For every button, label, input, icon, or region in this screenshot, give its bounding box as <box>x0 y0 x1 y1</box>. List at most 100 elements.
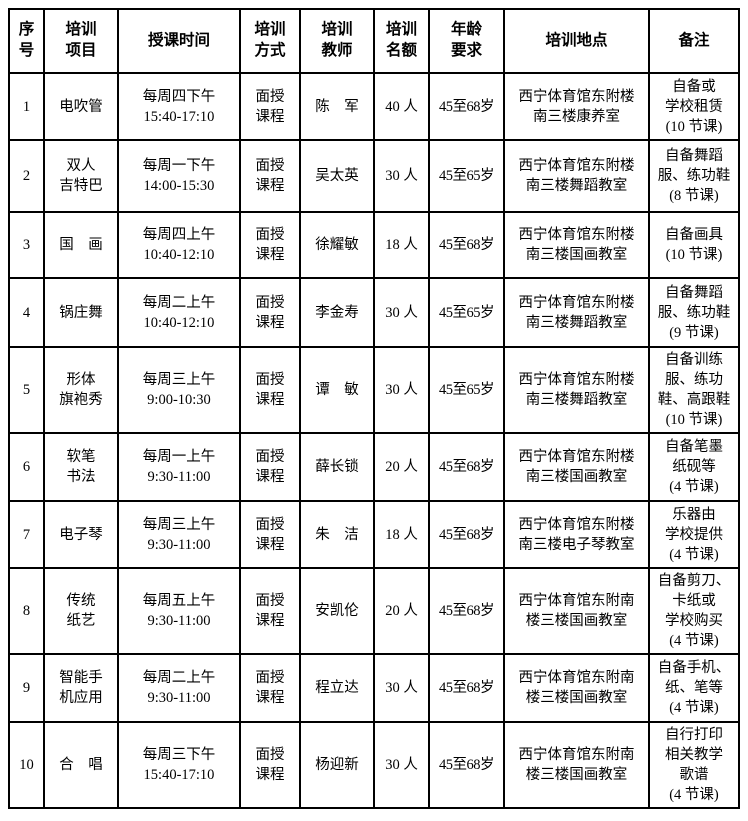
cell-project: 智能手 机应用 <box>43 653 119 723</box>
header-teacher: 培训 教师 <box>299 8 375 74</box>
cell-remark: 自备手机、 纸、笔等 (4 节课) <box>648 653 740 723</box>
cell-serial: 3 <box>8 211 45 279</box>
cell-serial: 2 <box>8 139 45 213</box>
cell-quota: 20 人 <box>373 432 430 502</box>
cell-age: 45至68岁 <box>428 653 505 723</box>
table-row: 9 智能手 机应用 每周二上午 9:30-11:00 面授 课程 程立达 30 … <box>8 653 740 723</box>
cell-teacher: 朱 洁 <box>299 500 375 569</box>
cell-remark: 自备舞蹈 服、练功鞋 (9 节课) <box>648 277 740 348</box>
cell-remark: 乐器由 学校提供 (4 节课) <box>648 500 740 569</box>
cell-project: 锅庄舞 <box>43 277 119 348</box>
cell-method: 面授 课程 <box>239 277 301 348</box>
cell-location: 西宁体育馆东附楼 南三楼舞蹈教室 <box>503 346 650 434</box>
cell-remark: 自备舞蹈 服、练功鞋 (8 节课) <box>648 139 740 213</box>
cell-project: 国 画 <box>43 211 119 279</box>
cell-time: 每周一上午 9:30-11:00 <box>117 432 241 502</box>
cell-location: 西宁体育馆东附楼 南三楼康养室 <box>503 72 650 141</box>
cell-method: 面授 课程 <box>239 500 301 569</box>
header-serial: 序 号 <box>8 8 45 74</box>
cell-quota: 18 人 <box>373 500 430 569</box>
cell-teacher: 薛长锁 <box>299 432 375 502</box>
cell-location: 西宁体育馆东附楼 南三楼国画教室 <box>503 211 650 279</box>
cell-project: 传统 纸艺 <box>43 567 119 655</box>
cell-age: 45至68岁 <box>428 567 505 655</box>
cell-teacher: 吴太英 <box>299 139 375 213</box>
cell-age: 45至68岁 <box>428 211 505 279</box>
cell-serial: 1 <box>8 72 45 141</box>
cell-location: 西宁体育馆东附南 楼三楼国画教室 <box>503 721 650 809</box>
cell-time: 每周三下午 15:40-17:10 <box>117 721 241 809</box>
cell-location: 西宁体育馆东附楼 南三楼舞蹈教室 <box>503 277 650 348</box>
cell-method: 面授 课程 <box>239 721 301 809</box>
cell-project: 合 唱 <box>43 721 119 809</box>
cell-teacher: 陈 军 <box>299 72 375 141</box>
cell-teacher: 徐耀敏 <box>299 211 375 279</box>
header-method: 培训 方式 <box>239 8 301 74</box>
cell-teacher: 安凯伦 <box>299 567 375 655</box>
cell-location: 西宁体育馆东附楼 南三楼电子琴教室 <box>503 500 650 569</box>
cell-teacher: 李金寿 <box>299 277 375 348</box>
cell-age: 45至65岁 <box>428 277 505 348</box>
header-age: 年龄 要求 <box>428 8 505 74</box>
header-project: 培训 项目 <box>43 8 119 74</box>
cell-remark: 自备训练 服、练功 鞋、高跟鞋 (10 节课) <box>648 346 740 434</box>
cell-teacher: 程立达 <box>299 653 375 723</box>
cell-method: 面授 课程 <box>239 653 301 723</box>
table-row: 6 软笔 书法 每周一上午 9:30-11:00 面授 课程 薛长锁 20 人 … <box>8 432 740 502</box>
cell-method: 面授 课程 <box>239 139 301 213</box>
cell-method: 面授 课程 <box>239 346 301 434</box>
cell-method: 面授 课程 <box>239 211 301 279</box>
table-row: 5 形体 旗袍秀 每周三上午 9:00-10:30 面授 课程 谭 敏 30 人… <box>8 346 740 434</box>
cell-location: 西宁体育馆东附楼 南三楼舞蹈教室 <box>503 139 650 213</box>
cell-serial: 5 <box>8 346 45 434</box>
cell-age: 45至65岁 <box>428 346 505 434</box>
header-row: 序 号 培训 项目 授课时间 培训 方式 培训 教师 培训 名额 年龄 要求 培… <box>8 8 740 74</box>
cell-project: 形体 旗袍秀 <box>43 346 119 434</box>
cell-serial: 9 <box>8 653 45 723</box>
table-row: 10 合 唱 每周三下午 15:40-17:10 面授 课程 杨迎新 30 人 … <box>8 721 740 809</box>
cell-age: 45至68岁 <box>428 432 505 502</box>
cell-method: 面授 课程 <box>239 567 301 655</box>
cell-quota: 30 人 <box>373 653 430 723</box>
cell-age: 45至65岁 <box>428 139 505 213</box>
cell-serial: 10 <box>8 721 45 809</box>
cell-time: 每周五上午 9:30-11:00 <box>117 567 241 655</box>
cell-project: 双人 吉特巴 <box>43 139 119 213</box>
cell-serial: 4 <box>8 277 45 348</box>
cell-time: 每周二上午 10:40-12:10 <box>117 277 241 348</box>
cell-location: 西宁体育馆东附楼 南三楼国画教室 <box>503 432 650 502</box>
cell-location: 西宁体育馆东附南 楼三楼国画教室 <box>503 653 650 723</box>
cell-age: 45至68岁 <box>428 721 505 809</box>
cell-quota: 30 人 <box>373 277 430 348</box>
cell-remark: 自备剪刀、 卡纸或 学校购买 (4 节课) <box>648 567 740 655</box>
cell-location: 西宁体育馆东附南 楼三楼国画教室 <box>503 567 650 655</box>
cell-quota: 20 人 <box>373 567 430 655</box>
header-time: 授课时间 <box>117 8 241 74</box>
header-quota: 培训 名额 <box>373 8 430 74</box>
cell-serial: 6 <box>8 432 45 502</box>
cell-quota: 30 人 <box>373 721 430 809</box>
training-schedule-table: 序 号 培训 项目 授课时间 培训 方式 培训 教师 培训 名额 年龄 要求 培… <box>8 8 740 809</box>
table-row: 4 锅庄舞 每周二上午 10:40-12:10 面授 课程 李金寿 30 人 4… <box>8 277 740 348</box>
cell-age: 45至68岁 <box>428 500 505 569</box>
cell-time: 每周四下午 15:40-17:10 <box>117 72 241 141</box>
cell-time: 每周三上午 9:30-11:00 <box>117 500 241 569</box>
cell-quota: 30 人 <box>373 139 430 213</box>
cell-serial: 7 <box>8 500 45 569</box>
cell-project: 电子琴 <box>43 500 119 569</box>
header-location: 培训地点 <box>503 8 650 74</box>
cell-time: 每周三上午 9:00-10:30 <box>117 346 241 434</box>
cell-project: 电吹管 <box>43 72 119 141</box>
cell-remark: 自备笔墨 纸砚等 (4 节课) <box>648 432 740 502</box>
cell-teacher: 谭 敏 <box>299 346 375 434</box>
cell-time: 每周四上午 10:40-12:10 <box>117 211 241 279</box>
table-row: 7 电子琴 每周三上午 9:30-11:00 面授 课程 朱 洁 18 人 45… <box>8 500 740 569</box>
table-row: 1 电吹管 每周四下午 15:40-17:10 面授 课程 陈 军 40 人 4… <box>8 72 740 141</box>
cell-quota: 40 人 <box>373 72 430 141</box>
cell-age: 45至68岁 <box>428 72 505 141</box>
cell-remark: 自行打印 相关教学 歌谱 (4 节课) <box>648 721 740 809</box>
cell-project: 软笔 书法 <box>43 432 119 502</box>
table-row: 8 传统 纸艺 每周五上午 9:30-11:00 面授 课程 安凯伦 20 人 … <box>8 567 740 655</box>
cell-remark: 自备或 学校租赁 (10 节课) <box>648 72 740 141</box>
